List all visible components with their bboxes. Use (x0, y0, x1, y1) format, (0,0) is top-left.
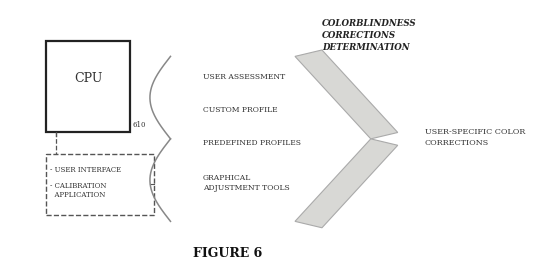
Polygon shape (295, 139, 398, 228)
Text: CUSTOM PROFILE: CUSTOM PROFILE (203, 106, 278, 114)
Bar (46, 41, 130, 132)
Text: PREDEFINED PROFILES: PREDEFINED PROFILES (203, 139, 301, 147)
Text: 610: 610 (133, 121, 146, 129)
Text: FIGURE 6: FIGURE 6 (192, 247, 262, 260)
Text: COLORBLINDNESS
CORRECTIONS
DETERMINATION: COLORBLINDNESS CORRECTIONS DETERMINATION (322, 19, 417, 52)
Text: - USER INTERFACE: - USER INTERFACE (51, 166, 122, 174)
Text: USER-SPECIFIC COLOR
CORRECTIONS: USER-SPECIFIC COLOR CORRECTIONS (425, 128, 525, 147)
Bar (46, 154, 154, 215)
Text: USER ASSESSMENT: USER ASSESSMENT (203, 73, 285, 81)
Polygon shape (295, 50, 398, 139)
Text: CPU: CPU (74, 72, 102, 85)
Text: - CALIBRATION
  APPLICATION: - CALIBRATION APPLICATION (51, 182, 107, 199)
Text: GRAPHICAL
ADJUSTMENT TOOLS: GRAPHICAL ADJUSTMENT TOOLS (203, 174, 290, 192)
